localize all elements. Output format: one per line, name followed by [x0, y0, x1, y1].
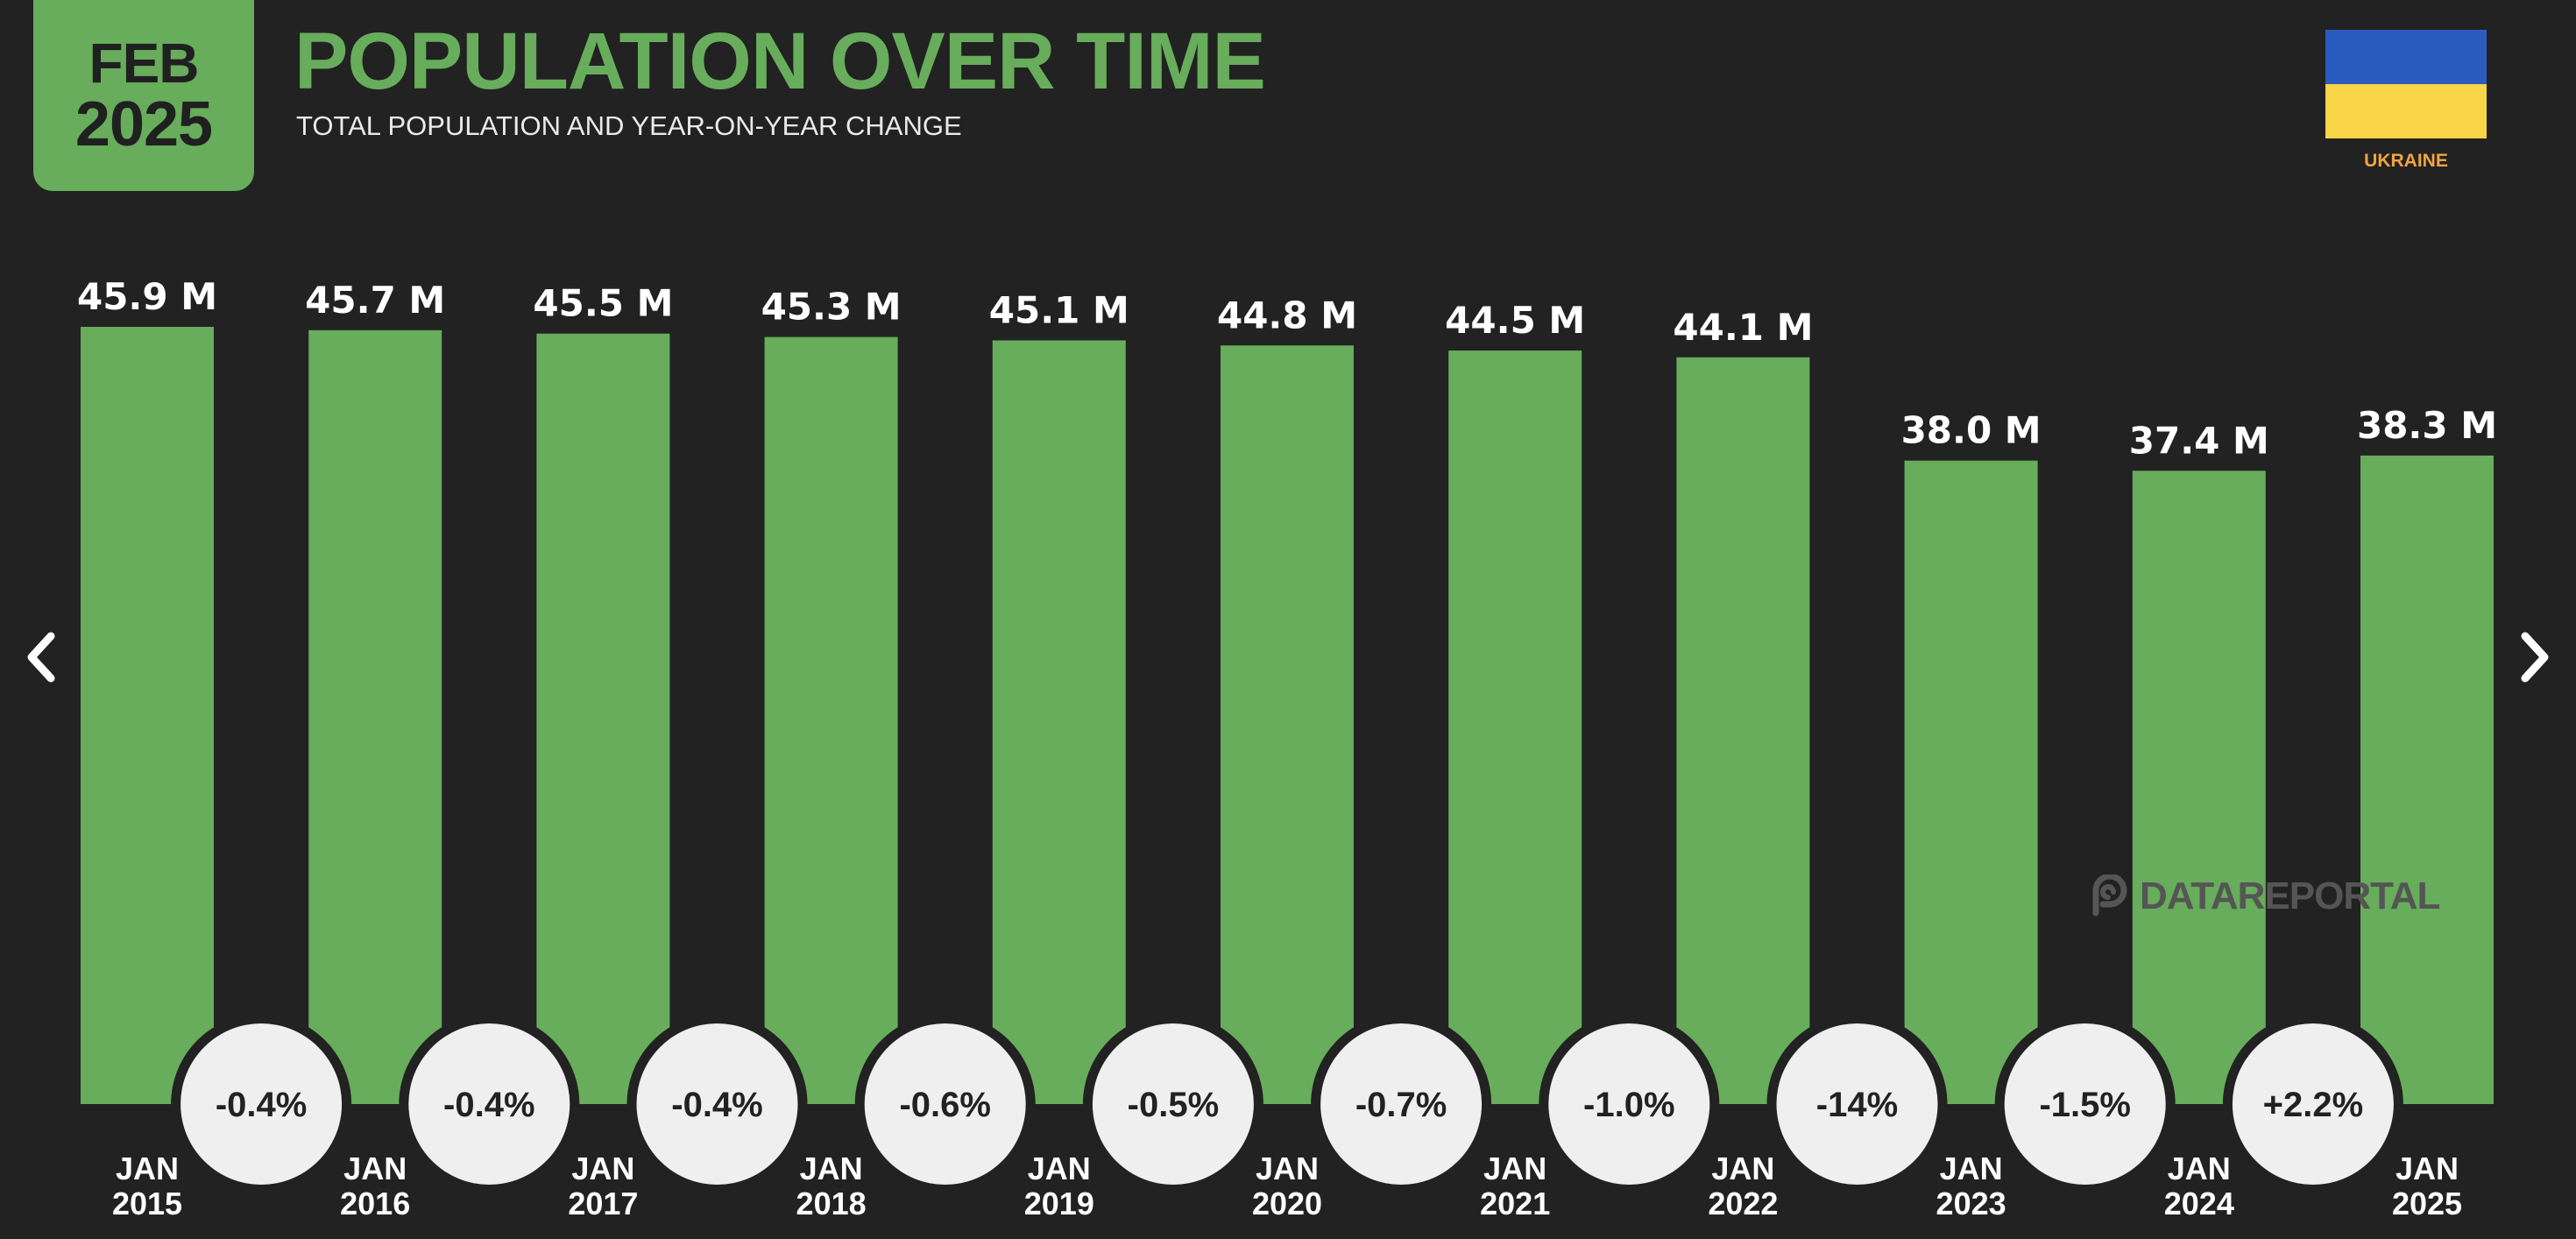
x-tick-label-year: 2020 — [1252, 1186, 1322, 1221]
x-tick-label-year: 2017 — [568, 1186, 638, 1221]
bar-jan-2022 — [1676, 357, 1810, 1104]
flag-bottom-stripe — [2325, 84, 2487, 138]
x-tick-label-month: JAN — [343, 1150, 407, 1186]
x-tick-label-month: JAN — [116, 1150, 179, 1186]
change-bubble — [180, 1023, 343, 1185]
chevron-right-icon — [2521, 632, 2549, 683]
bar-jan-2020 — [1221, 345, 1354, 1104]
x-tick-label-year: 2025 — [2392, 1186, 2462, 1221]
x-tick-label-month: JAN — [1028, 1150, 1091, 1186]
bar-jan-2015 — [81, 327, 214, 1104]
x-tick-label-year: 2024 — [2164, 1186, 2234, 1221]
change-bubble — [408, 1023, 570, 1185]
bar-jan-2021 — [1448, 350, 1582, 1105]
bar-jan-2023 — [1904, 460, 2038, 1104]
x-tick-label-year: 2019 — [1024, 1186, 1094, 1221]
change-bubble-label: -0.4% — [443, 1086, 535, 1124]
page-subtitle: TOTAL POPULATION AND YEAR-ON-YEAR CHANGE — [296, 110, 962, 141]
bar-jan-2018 — [764, 336, 898, 1105]
datareportal-logo-icon — [2092, 874, 2127, 917]
bar-value-label: 45.1 M — [989, 288, 1129, 331]
change-bubble — [1092, 1023, 1254, 1185]
change-bubble-label: -0.4% — [671, 1086, 763, 1124]
change-bubble — [864, 1023, 1026, 1185]
change-bubble-label: -1.5% — [2039, 1086, 2131, 1124]
change-bubble-label: -0.4% — [216, 1086, 308, 1124]
x-tick-label-month: JAN — [1711, 1150, 1774, 1186]
bar-jan-2025 — [2360, 455, 2494, 1104]
x-tick-label-month: JAN — [800, 1150, 863, 1186]
datareportal-watermark: DATAREPORTAL — [2089, 874, 2440, 918]
x-tick-label-month: JAN — [571, 1150, 634, 1186]
bar-jan-2024 — [2132, 471, 2266, 1104]
country-label: UKRAINE — [2364, 151, 2448, 171]
x-tick-label-year: 2015 — [112, 1186, 182, 1221]
change-bubble — [636, 1023, 798, 1185]
change-bubble — [1776, 1023, 1938, 1185]
bar-value-label: 45.9 M — [77, 275, 217, 318]
change-bubble-label: -14% — [1816, 1086, 1898, 1124]
change-bubble-label: -0.6% — [899, 1086, 991, 1124]
bar-value-label: 37.4 M — [2129, 419, 2269, 462]
change-bubble-label: -1.0% — [1583, 1086, 1675, 1124]
x-tick-label-year: 2021 — [1480, 1186, 1550, 1221]
date-badge-year: 2025 — [74, 89, 213, 159]
change-bubble-label: -0.5% — [1128, 1086, 1220, 1124]
x-tick-label-month: JAN — [1256, 1150, 1319, 1186]
bar-value-label: 44.1 M — [1673, 306, 1813, 349]
change-bubble — [2004, 1023, 2166, 1185]
bar-value-label: 45.3 M — [761, 286, 902, 329]
watermark-text: DATAREPORTAL — [2140, 874, 2440, 917]
bar-jan-2019 — [992, 340, 1126, 1104]
x-tick-label-year: 2023 — [1936, 1186, 2006, 1221]
change-bubble — [1320, 1023, 1483, 1185]
bar-jan-2016 — [308, 329, 442, 1104]
previous-slide-button[interactable] — [16, 618, 68, 697]
x-tick-label-month: JAN — [1483, 1150, 1546, 1186]
change-bubble-label: +2.2% — [2263, 1086, 2364, 1124]
x-tick-label-month: JAN — [2396, 1150, 2459, 1186]
x-tick-label-year: 2022 — [1708, 1186, 1778, 1221]
bar-value-label: 44.8 M — [1217, 294, 1357, 336]
bar-value-label: 38.3 M — [2357, 404, 2497, 447]
bar-jan-2017 — [536, 333, 670, 1104]
x-tick-label-month: JAN — [1940, 1150, 2003, 1186]
chevron-left-icon — [27, 632, 55, 683]
bar-value-label: 38.0 M — [1901, 409, 2042, 452]
bar-value-label: 45.7 M — [305, 279, 445, 322]
date-badge: FEB 2025 — [33, 0, 254, 191]
x-tick-label-year: 2016 — [340, 1186, 410, 1221]
page-title: POPULATION OVER TIME — [294, 17, 1266, 106]
change-bubble — [2232, 1023, 2394, 1185]
bar-value-label: 45.5 M — [533, 282, 673, 325]
date-badge-month: FEB — [88, 32, 200, 95]
ukraine-flag-icon — [2325, 30, 2487, 138]
change-bubble — [1548, 1023, 1710, 1185]
change-bubble-label: -0.7% — [1355, 1086, 1447, 1124]
bar-value-label: 44.5 M — [1445, 299, 1585, 342]
x-tick-label-year: 2018 — [796, 1186, 867, 1221]
flag-top-stripe — [2325, 30, 2487, 84]
x-tick-label-month: JAN — [2168, 1150, 2231, 1186]
next-slide-button[interactable] — [2508, 618, 2560, 697]
